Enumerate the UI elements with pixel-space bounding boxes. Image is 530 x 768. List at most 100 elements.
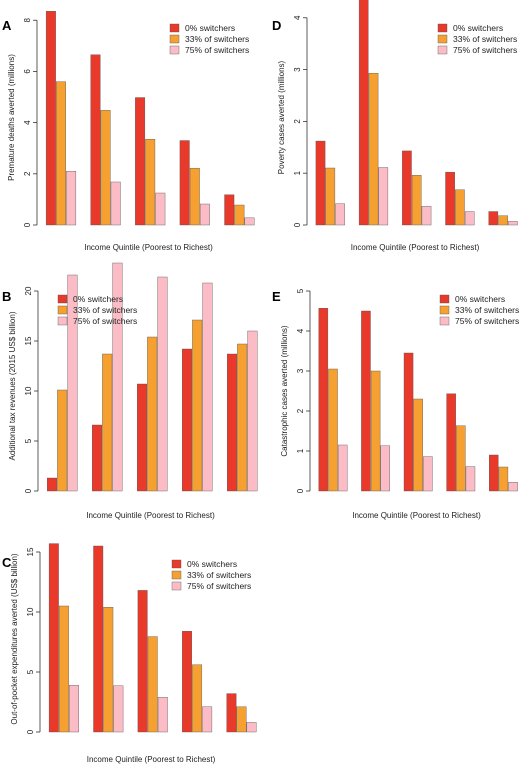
bar-d-s1-q5 [498, 215, 508, 226]
x-axis-title: Income Quintile (Poorest to Richest) [352, 511, 481, 520]
y-tick-label: 1 [296, 448, 305, 453]
y-tick-label: 3 [293, 67, 302, 72]
bar-c-s0-q3 [137, 590, 148, 733]
bar-a-s2-q2 [110, 181, 121, 226]
bar-d-s1-q1 [325, 167, 336, 226]
bar-e-s1-q2 [370, 370, 381, 492]
bar-d-s1-q2 [368, 73, 379, 226]
bar-d-s0-q3 [402, 150, 412, 226]
bar-c-s0-q4 [182, 631, 192, 733]
y-tick-label: 0 [296, 488, 305, 493]
y-tick-label: 15 [24, 336, 33, 345]
bar-e-s2-q1 [337, 444, 348, 492]
legend-label: 33% of switchers [187, 570, 251, 580]
bar-b-s2-q3 [157, 276, 168, 492]
legend-swatch [439, 316, 450, 326]
bar-d-s0-q5 [488, 211, 499, 226]
bar-a-s2-q3 [155, 192, 166, 226]
legend-label: 75% of switchers [453, 45, 517, 55]
bar-a-s0-q1 [45, 11, 56, 226]
y-tick-label: 0 [23, 222, 32, 227]
panel-a: A 0 2 4 6 8 Premature deaths averted (millions… [2, 11, 255, 252]
y-tick-label: 2 [296, 408, 305, 413]
bar-d-s2-q1 [335, 203, 345, 226]
bar-e-s2-q2 [380, 445, 390, 492]
bar-e-s2-q3 [423, 456, 433, 492]
bar-b-s2-q5 [247, 330, 258, 492]
legend-label: 75% of switchers [187, 581, 251, 591]
legend-swatch [437, 45, 448, 55]
legend-label: 0% switchers [185, 23, 235, 33]
legend-swatch [171, 570, 182, 580]
y-tick-label: 5 [24, 438, 33, 443]
legend-label: 33% of switchers [455, 305, 519, 315]
bar-b-s2-q1 [67, 274, 78, 492]
bar-d-s1-q4 [455, 189, 465, 226]
y-tick-label: 4 [296, 328, 305, 333]
y-tick-label: 10 [24, 386, 33, 395]
bar-b-s0-q5 [226, 353, 237, 492]
bar-d-s0-q2 [358, 0, 369, 226]
legend-swatch [169, 45, 180, 55]
legend-label: 75% of switchers [455, 316, 519, 326]
bar-c-s1-q1 [58, 605, 69, 733]
panel-letter: D [272, 18, 281, 33]
bar-a-s0-q2 [90, 54, 101, 226]
y-tick-label: 15 [26, 547, 35, 556]
panel-c: C 0 5 10 15 Out-of-pocket expenditures averte… [2, 543, 257, 764]
y-axis-title: Out-of-pocket expenditures averted (US$ … [10, 553, 19, 725]
bar-b-s0-q1 [47, 477, 58, 492]
bar-b-s1-q5 [237, 343, 248, 492]
panel-b: B 0 5 10 15 20 Additional tax revenues (2015 U… [2, 262, 258, 520]
bar-a-s1-q5 [234, 204, 245, 226]
legend-label: 33% of switchers [185, 34, 249, 44]
bar-a-s1-q1 [56, 81, 66, 226]
bar-d-s0-q1 [315, 140, 326, 226]
legend-swatch [439, 305, 450, 315]
bar-e-s1-q3 [413, 398, 423, 492]
bar-a-s2-q1 [66, 171, 77, 226]
bar-e-s0-q3 [403, 352, 414, 492]
y-tick-label: 1 [293, 170, 302, 175]
panel-letter: A [2, 18, 12, 33]
bar-b-s1-q1 [57, 389, 68, 492]
bar-e-s1-q1 [328, 368, 338, 492]
bar-c-s2-q2 [113, 685, 124, 733]
y-tick-label: 5 [26, 669, 35, 674]
bar-c-s1-q5 [236, 706, 247, 733]
bar-a-s0-q3 [135, 97, 146, 226]
y-axis-title: Poverty cases averted (millions) [277, 60, 286, 174]
legend-swatch [437, 23, 448, 33]
panel-e: E 0 1 2 3 4 5 Catastrophic cases averted (milli… [272, 288, 519, 520]
bar-d-s2-q2 [378, 167, 389, 226]
legend-label: 33% of switchers [453, 34, 517, 44]
legend-swatch [57, 294, 68, 304]
y-tick-label: 5 [296, 288, 305, 293]
y-tick-label: 8 [23, 17, 32, 22]
bar-c-s2-q3 [157, 697, 168, 733]
y-tick-label: 0 [24, 488, 33, 493]
bar-b-s2-q2 [112, 262, 123, 492]
bar-e-s0-q5 [489, 454, 499, 492]
bar-c-s0-q1 [48, 543, 59, 733]
legend-swatch [171, 581, 182, 591]
bar-e-s2-q4 [465, 466, 476, 492]
bar-d-s2-q5 [508, 221, 518, 226]
bar-d-s0-q4 [445, 171, 455, 226]
panel-d: D 0 1 2 3 4 Poverty cases averted (millions) In… [272, 0, 518, 252]
legend-label: 0% switchers [73, 294, 123, 304]
bar-a-s1-q3 [145, 139, 156, 226]
bar-e-s0-q2 [361, 310, 371, 492]
y-axis-title: Catastrophic cases averted (millions) [280, 325, 289, 456]
bar-e-s1-q4 [456, 425, 466, 492]
bar-c-s0-q2 [93, 545, 104, 733]
bar-c-s2-q1 [69, 685, 79, 733]
panel-letter: C [2, 555, 12, 570]
legend-label: 33% of switchers [73, 305, 137, 315]
legend-swatch [437, 34, 448, 44]
y-tick-label: 2 [293, 119, 302, 124]
bar-b-s1-q2 [102, 353, 113, 492]
x-axis-title: Income Quintile (Poorest to Richest) [84, 243, 213, 252]
bar-d-s2-q3 [421, 206, 432, 226]
x-axis-title: Income Quintile (Poorest to Richest) [86, 511, 215, 520]
